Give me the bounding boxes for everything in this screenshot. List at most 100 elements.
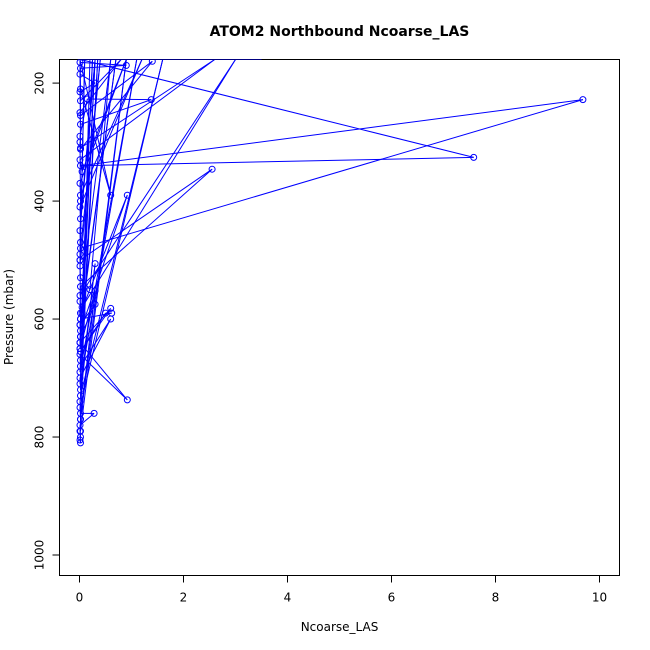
series-segment	[80, 277, 91, 290]
data-point	[579, 96, 587, 104]
series-segment	[79, 61, 127, 66]
y-tick-label: 200	[33, 72, 47, 95]
series-segment	[80, 195, 128, 314]
series-layer	[76, 59, 587, 447]
x-tick-label: 4	[284, 591, 292, 605]
series-segment	[79, 59, 236, 296]
series-segment	[80, 60, 153, 116]
data-point	[76, 88, 84, 96]
y-tick-label: 600	[33, 308, 47, 331]
data-point	[122, 61, 130, 69]
series-segment	[80, 312, 112, 320]
series-segment	[80, 168, 213, 287]
series-segment	[80, 318, 112, 367]
x-tick-label: 2	[180, 591, 188, 605]
data-point	[91, 287, 99, 295]
data-point	[77, 283, 84, 291]
data-point	[77, 112, 84, 119]
data-point	[77, 97, 84, 105]
series-segment	[79, 401, 81, 414]
data-point	[107, 315, 115, 323]
x-tick-label: 0	[76, 591, 84, 605]
series-segment	[79, 59, 215, 161]
series-0	[76, 59, 587, 447]
series-segment	[80, 88, 112, 196]
chart-title: ATOM2 Northbound Ncoarse_LAS	[210, 24, 470, 40]
series-segment	[79, 201, 81, 261]
data-point	[76, 138, 84, 146]
series-segment	[80, 59, 215, 149]
data-point	[77, 315, 84, 323]
y-axis-label: Pressure (mbar)	[2, 269, 16, 365]
series-segment	[79, 59, 143, 208]
series-segment	[80, 195, 128, 331]
series-segment	[80, 59, 127, 420]
data-point	[83, 95, 91, 103]
data-point	[76, 345, 84, 352]
data-point	[123, 191, 131, 199]
data-point	[76, 227, 84, 235]
y-tick-label: 800	[33, 426, 47, 449]
data-point	[76, 179, 84, 187]
data-point	[208, 165, 216, 173]
data-point	[77, 120, 84, 128]
series-segment	[79, 419, 81, 432]
data-point	[76, 427, 84, 435]
data-point	[76, 109, 84, 117]
y-axis: 200 400 600 800 1000	[33, 72, 60, 571]
series-segment	[80, 156, 474, 167]
data-point	[77, 85, 84, 93]
series-segment	[80, 60, 153, 150]
data-point	[123, 396, 131, 404]
data-point	[77, 162, 84, 170]
series-segment	[80, 312, 106, 352]
data-point	[77, 145, 84, 153]
series-segment	[79, 354, 81, 367]
series-segment	[80, 59, 96, 219]
data-point	[107, 304, 115, 312]
data-point	[90, 409, 98, 417]
data-point	[76, 59, 84, 66]
series-segment	[80, 99, 152, 125]
y-tick-label: 400	[33, 190, 47, 213]
data-point	[76, 374, 84, 382]
series-segment	[81, 59, 236, 308]
data-point	[91, 260, 99, 268]
series-segment	[79, 59, 81, 90]
data-point	[76, 292, 84, 299]
data-point	[77, 197, 84, 205]
data-point	[86, 286, 94, 294]
data-point	[77, 439, 84, 447]
data-point	[91, 79, 99, 87]
data-point	[77, 244, 84, 252]
data-point	[148, 59, 156, 65]
x-axis-label: Ncoarse_LAS	[301, 620, 379, 634]
series-segment	[80, 99, 584, 249]
data-point	[91, 300, 99, 308]
data-point	[470, 153, 478, 161]
series-segment	[79, 59, 112, 302]
data-point	[77, 362, 84, 370]
data-point	[77, 386, 84, 394]
data-point	[147, 96, 155, 104]
data-point	[76, 398, 84, 406]
data-point	[76, 256, 84, 264]
data-point	[77, 348, 84, 355]
series-segment	[80, 99, 583, 167]
series-segment	[87, 98, 152, 101]
y-tick-label: 1000	[33, 540, 47, 571]
series-segment	[79, 168, 213, 261]
data-point	[107, 191, 115, 199]
data-point	[77, 215, 84, 223]
x-tick-label: 10	[592, 591, 607, 605]
x-tick-label: 8	[492, 591, 500, 605]
data-point	[76, 436, 84, 444]
series-segment	[80, 59, 164, 396]
series-segment	[80, 64, 127, 69]
series-segment	[79, 318, 112, 379]
x-tick-label: 6	[388, 591, 396, 605]
series-segment	[79, 59, 112, 196]
data-point	[77, 274, 84, 282]
x-axis: 0 2 4 6 8 10	[76, 575, 607, 605]
